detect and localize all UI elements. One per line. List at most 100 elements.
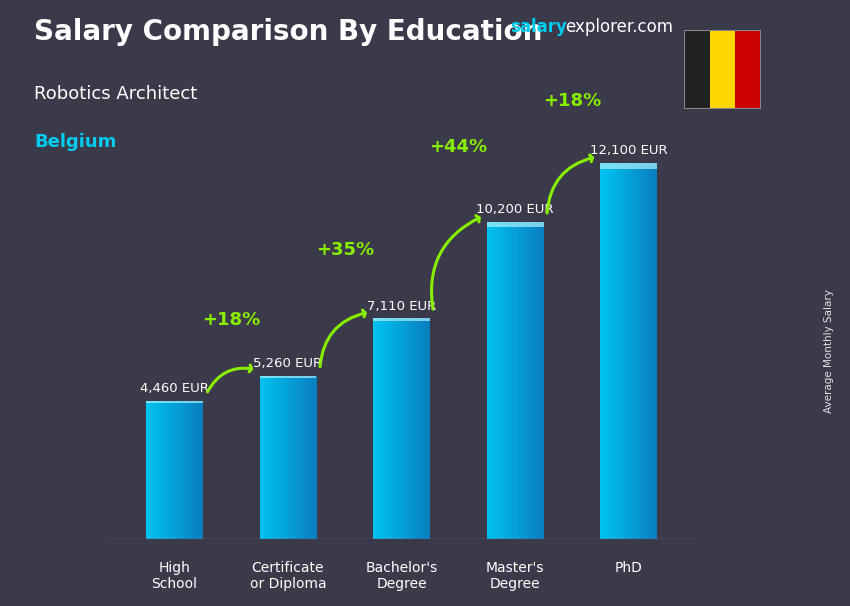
Bar <box>375 318 377 539</box>
Text: Bachelor's
Degree: Bachelor's Degree <box>366 561 438 591</box>
Bar <box>407 318 409 539</box>
Text: +44%: +44% <box>429 138 487 156</box>
Bar <box>146 401 148 539</box>
Bar <box>519 222 521 539</box>
Bar <box>157 401 159 539</box>
Bar <box>315 376 316 539</box>
Text: 10,200 EUR: 10,200 EUR <box>476 204 554 216</box>
Bar <box>405 318 407 539</box>
Bar <box>623 163 625 539</box>
Bar <box>301 376 303 539</box>
Bar <box>151 401 153 539</box>
Bar <box>428 318 430 539</box>
Bar <box>376 318 377 539</box>
Bar <box>491 222 493 539</box>
Bar <box>199 401 201 539</box>
Bar <box>312 376 314 539</box>
Bar <box>195 401 196 539</box>
Bar <box>422 318 424 539</box>
Bar <box>280 376 282 539</box>
Bar <box>515 222 517 539</box>
Bar <box>517 222 518 539</box>
Bar <box>650 163 652 539</box>
Bar <box>619 163 620 539</box>
Bar <box>311 376 312 539</box>
Bar <box>393 318 394 539</box>
Bar <box>735 30 761 109</box>
Bar <box>168 401 170 539</box>
Bar <box>197 401 199 539</box>
Bar <box>153 401 155 539</box>
Bar <box>167 401 169 539</box>
Bar <box>190 401 191 539</box>
Bar <box>278 376 280 539</box>
Bar <box>265 376 267 539</box>
Text: 4,460 EUR: 4,460 EUR <box>140 382 209 395</box>
Bar <box>410 318 411 539</box>
Bar <box>524 222 525 539</box>
Bar <box>166 401 167 539</box>
Text: Certificate
or Diploma: Certificate or Diploma <box>250 561 326 591</box>
Bar <box>147 401 149 539</box>
Bar <box>518 222 519 539</box>
Bar <box>280 376 281 539</box>
Bar <box>189 401 190 539</box>
Bar <box>684 30 710 109</box>
Bar <box>612 163 614 539</box>
Text: 12,100 EUR: 12,100 EUR <box>590 144 667 158</box>
Bar <box>146 401 203 402</box>
Bar <box>504 222 506 539</box>
Bar <box>299 376 301 539</box>
Bar <box>420 318 422 539</box>
Bar <box>507 222 508 539</box>
Bar <box>642 163 643 539</box>
Bar <box>302 376 303 539</box>
Text: Average Monthly Salary: Average Monthly Salary <box>824 290 834 413</box>
Bar <box>390 318 392 539</box>
Bar <box>496 222 497 539</box>
Bar <box>526 222 528 539</box>
Text: 7,110 EUR: 7,110 EUR <box>367 299 436 313</box>
Bar <box>163 401 165 539</box>
Bar <box>608 163 609 539</box>
Bar <box>284 376 286 539</box>
Bar <box>292 376 294 539</box>
Bar <box>536 222 538 539</box>
Bar <box>492 222 494 539</box>
Bar <box>184 401 186 539</box>
Bar <box>534 222 536 539</box>
Bar <box>488 222 490 539</box>
Bar <box>397 318 399 539</box>
Bar <box>164 401 166 539</box>
Bar <box>651 163 653 539</box>
Bar <box>383 318 385 539</box>
Bar <box>377 318 379 539</box>
Bar <box>525 222 527 539</box>
Bar <box>617 163 619 539</box>
Bar <box>259 376 316 378</box>
Bar <box>655 163 657 539</box>
Bar <box>418 318 420 539</box>
Bar <box>291 376 292 539</box>
Bar <box>644 163 646 539</box>
Bar <box>638 163 639 539</box>
Bar <box>616 163 618 539</box>
Text: High
School: High School <box>151 561 197 591</box>
Bar <box>629 163 631 539</box>
Bar <box>293 376 295 539</box>
Bar <box>413 318 415 539</box>
Bar <box>149 401 150 539</box>
Bar <box>403 318 405 539</box>
Bar <box>155 401 156 539</box>
Bar <box>314 376 315 539</box>
Bar <box>609 163 610 539</box>
Bar <box>275 376 277 539</box>
Bar <box>282 376 284 539</box>
Bar <box>401 318 403 539</box>
Bar <box>630 163 632 539</box>
Bar <box>602 163 604 539</box>
Bar <box>500 222 501 539</box>
Bar <box>414 318 416 539</box>
Bar <box>298 376 299 539</box>
Bar <box>522 222 524 539</box>
